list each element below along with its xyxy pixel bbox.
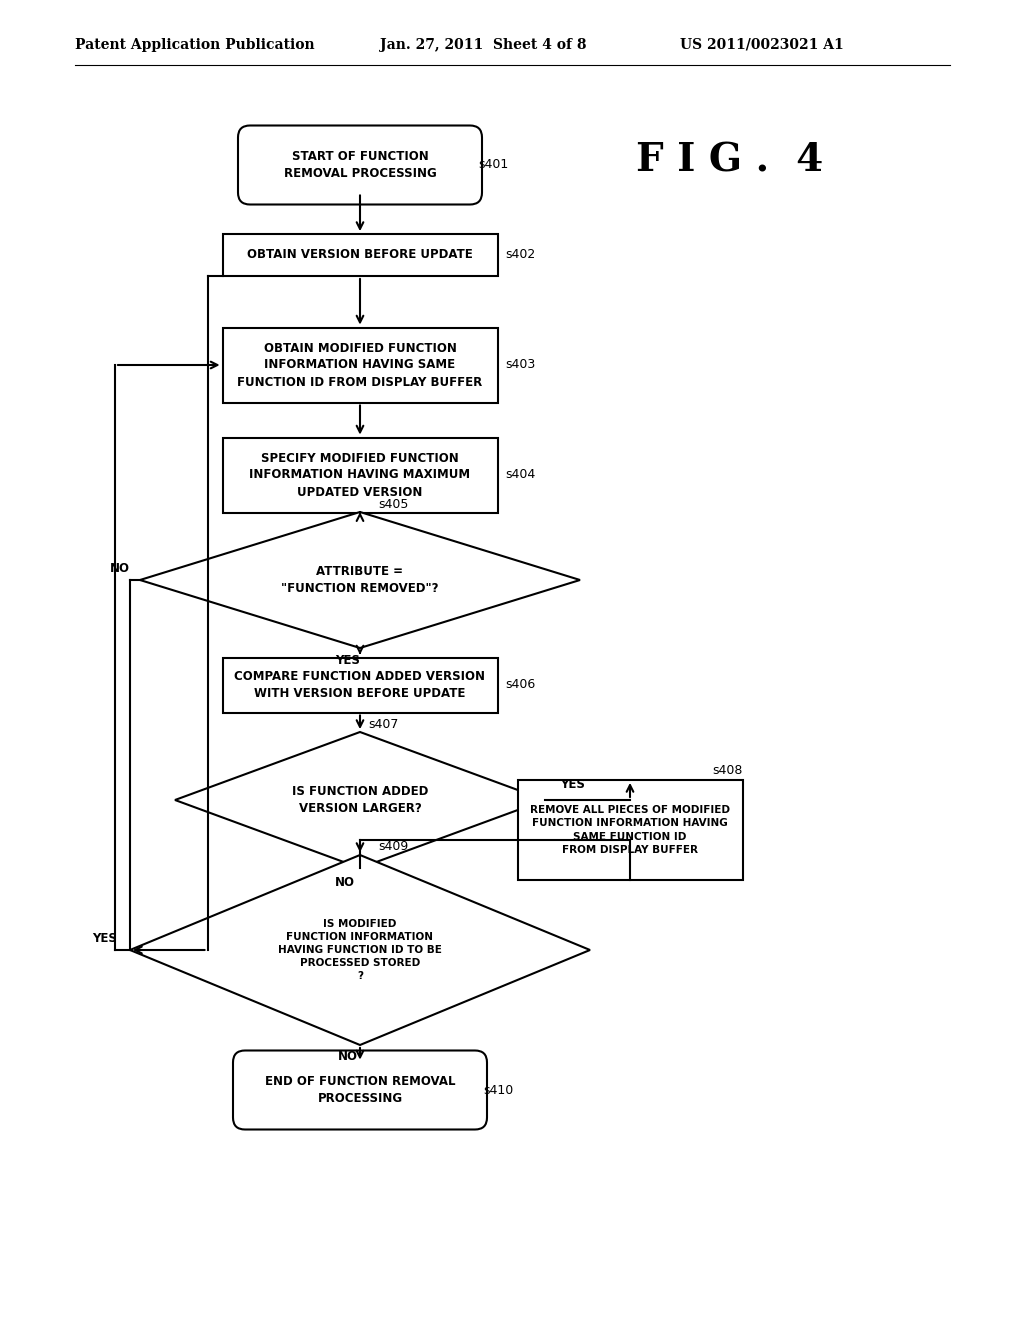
Bar bbox=[222, 657, 498, 713]
Text: OBTAIN MODIFIED FUNCTION
INFORMATION HAVING SAME
FUNCTION ID FROM DISPLAY BUFFER: OBTAIN MODIFIED FUNCTION INFORMATION HAV… bbox=[238, 342, 482, 388]
Polygon shape bbox=[140, 512, 580, 648]
FancyBboxPatch shape bbox=[238, 125, 482, 205]
Text: s409: s409 bbox=[378, 841, 409, 854]
Bar bbox=[222, 234, 498, 276]
FancyBboxPatch shape bbox=[233, 1051, 487, 1130]
Text: NO: NO bbox=[110, 561, 130, 574]
Text: YES: YES bbox=[336, 653, 360, 667]
Polygon shape bbox=[130, 855, 590, 1045]
Text: F I G .  4: F I G . 4 bbox=[636, 141, 823, 180]
Text: IS FUNCTION ADDED
VERSION LARGER?: IS FUNCTION ADDED VERSION LARGER? bbox=[292, 785, 428, 814]
Text: s404: s404 bbox=[506, 469, 536, 482]
Text: s407: s407 bbox=[368, 718, 398, 730]
Text: s410: s410 bbox=[483, 1084, 513, 1097]
Text: IS MODIFIED
FUNCTION INFORMATION
HAVING FUNCTION ID TO BE
PROCESSED STORED
?: IS MODIFIED FUNCTION INFORMATION HAVING … bbox=[279, 920, 442, 981]
Text: US 2011/0023021 A1: US 2011/0023021 A1 bbox=[680, 38, 844, 51]
Polygon shape bbox=[175, 733, 545, 869]
Text: NO: NO bbox=[338, 1051, 358, 1064]
Text: OBTAIN VERSION BEFORE UPDATE: OBTAIN VERSION BEFORE UPDATE bbox=[247, 248, 473, 261]
Text: SPECIFY MODIFIED FUNCTION
INFORMATION HAVING MAXIMUM
UPDATED VERSION: SPECIFY MODIFIED FUNCTION INFORMATION HA… bbox=[250, 451, 471, 499]
Text: Patent Application Publication: Patent Application Publication bbox=[75, 38, 314, 51]
Text: s408: s408 bbox=[713, 763, 742, 776]
Text: START OF FUNCTION
REMOVAL PROCESSING: START OF FUNCTION REMOVAL PROCESSING bbox=[284, 150, 436, 180]
Text: YES: YES bbox=[92, 932, 118, 945]
Bar bbox=[222, 437, 498, 512]
Bar bbox=[517, 780, 742, 880]
Text: s406: s406 bbox=[506, 678, 536, 692]
Text: s403: s403 bbox=[506, 359, 536, 371]
Text: END OF FUNCTION REMOVAL
PROCESSING: END OF FUNCTION REMOVAL PROCESSING bbox=[265, 1074, 456, 1105]
Text: Jan. 27, 2011  Sheet 4 of 8: Jan. 27, 2011 Sheet 4 of 8 bbox=[380, 38, 587, 51]
Text: NO: NO bbox=[335, 876, 355, 890]
Text: s401: s401 bbox=[478, 158, 508, 172]
Text: ATTRIBUTE =
"FUNCTION REMOVED"?: ATTRIBUTE = "FUNCTION REMOVED"? bbox=[282, 565, 438, 595]
Text: YES: YES bbox=[560, 777, 586, 791]
Text: REMOVE ALL PIECES OF MODIFIED
FUNCTION INFORMATION HAVING
SAME FUNCTION ID
FROM : REMOVE ALL PIECES OF MODIFIED FUNCTION I… bbox=[530, 805, 730, 855]
Text: COMPARE FUNCTION ADDED VERSION
WITH VERSION BEFORE UPDATE: COMPARE FUNCTION ADDED VERSION WITH VERS… bbox=[234, 671, 485, 700]
Text: s402: s402 bbox=[506, 248, 536, 261]
Bar bbox=[222, 327, 498, 403]
Text: s405: s405 bbox=[378, 498, 409, 511]
